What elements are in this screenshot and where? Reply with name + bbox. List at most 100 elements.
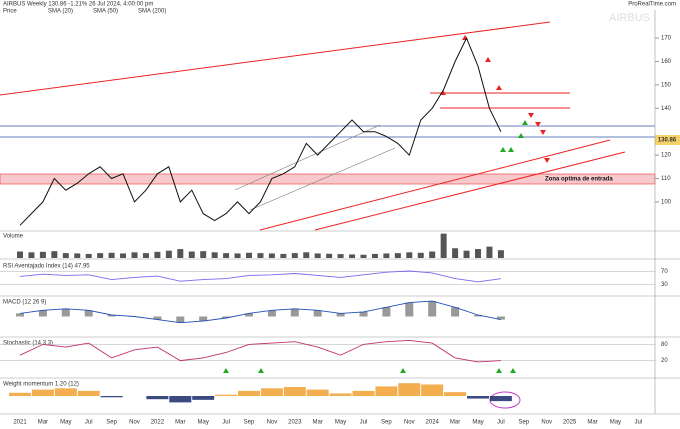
x-tick-label: Jul [360,420,368,426]
watermark: AIRBUS [609,12,650,24]
y-tick-label: 120 [661,153,672,159]
volume-bar [108,252,115,258]
macd-bar [451,307,460,317]
macd-bar [38,310,47,317]
volume-bar [97,253,104,258]
rsi-line [19,270,501,283]
volume-bar [62,253,69,258]
momentum-bar [375,386,398,396]
x-tick-label: 2021 [13,420,27,426]
y-tick-label: 140 [661,106,672,112]
annotation: Zona optima de entrada [545,177,613,183]
macd-bar [496,316,505,320]
volume-bar [268,253,275,258]
volume-bar [131,252,138,258]
volume-bar [85,253,92,258]
x-tick-label: Sep [244,420,255,426]
volume-bar [165,250,172,258]
volume-bar [177,249,184,258]
volume-bar [28,252,35,258]
legend-item: Price [3,9,17,15]
y-tick-label: 170 [661,36,672,42]
momentum-bar [215,394,238,396]
price-badge [655,135,680,145]
x-tick-label: Jul [497,420,505,426]
x-tick-label: Mar [587,420,597,426]
momentum-bar [238,390,260,396]
macd-bar [245,313,253,317]
trend-line [314,151,626,231]
volume-bar [246,252,252,258]
x-tick-label: 2024 [426,420,440,426]
volume-bar [371,253,378,258]
momentum-bar [352,390,375,396]
x-tick-label: May [335,420,346,426]
momentum-bar [398,383,421,396]
macd-bar [107,314,116,317]
x-tick-label: Nov [541,420,552,426]
x-tick-label: Mar [450,420,460,426]
volume-bar [154,251,161,258]
volume-bar [314,253,321,258]
x-tick-label: May [60,420,71,426]
volume-bar [200,251,207,258]
volume-bar [223,253,230,258]
macd-bar [222,316,231,319]
stochastic-line [19,339,501,363]
legend-item: SMA (200) [138,9,166,15]
momentum-bar [169,396,192,403]
momentum-bar [444,392,467,396]
chart-title: AIRBUS Weekly 130.86 -1.21% 26 Jul 2024,… [3,2,153,8]
volume-bar [383,253,390,258]
price-line [19,36,502,226]
y-tick-label: 160 [661,59,672,65]
x-tick-label: 2022 [151,420,165,426]
panel-title: Weight momentum 1.20 (12) [3,382,79,388]
momentum-bar [329,393,352,396]
volume-bar [429,251,436,258]
macd-bar [153,316,162,320]
macd-bar [61,308,70,317]
macd-bar [359,311,368,317]
brand: ProRealTime.com [628,2,676,8]
x-tick-label: Sep [518,420,529,426]
x-tick-label: Mar [313,420,323,426]
volume-bar [486,246,493,258]
y-tick-label: 150 [661,82,672,88]
volume-bar [497,250,504,258]
trend-line [0,21,551,96]
volume-bar [394,253,401,258]
channel-line [234,124,381,191]
momentum-bar [306,389,329,396]
momentum-bar [146,396,169,400]
macd-bar [267,310,276,317]
x-tick-label: Jul [222,420,230,426]
legend-item: SMA (50) [93,9,118,15]
x-tick-label: 2025 [563,420,577,426]
volume-bar [452,248,459,258]
volume-bar [188,251,195,258]
volume-bar [463,250,470,258]
momentum-bar [283,387,306,396]
macd-line [19,300,501,324]
momentum-bar [9,392,31,396]
y-tick-label: 110 [661,176,671,182]
macd-bar [290,308,299,317]
x-tick-label: Mar [175,420,185,426]
macd-bar [474,314,482,317]
volume-bar [326,253,333,258]
x-tick-label: Jul [85,420,93,426]
x-tick-label: Sep [106,420,117,426]
trend-line [259,139,611,231]
volume-bar [337,254,344,258]
x-tick-label: May [610,420,621,426]
volume-bar [349,254,356,258]
legend-item: SMA (20) [48,9,73,15]
last-price: 130.86 [658,138,677,144]
macd-bar [313,310,322,317]
momentum-bar [54,388,77,396]
panel-title: Stochastic (14 3 3) [3,341,53,347]
x-tick-label: Nov [129,420,140,426]
